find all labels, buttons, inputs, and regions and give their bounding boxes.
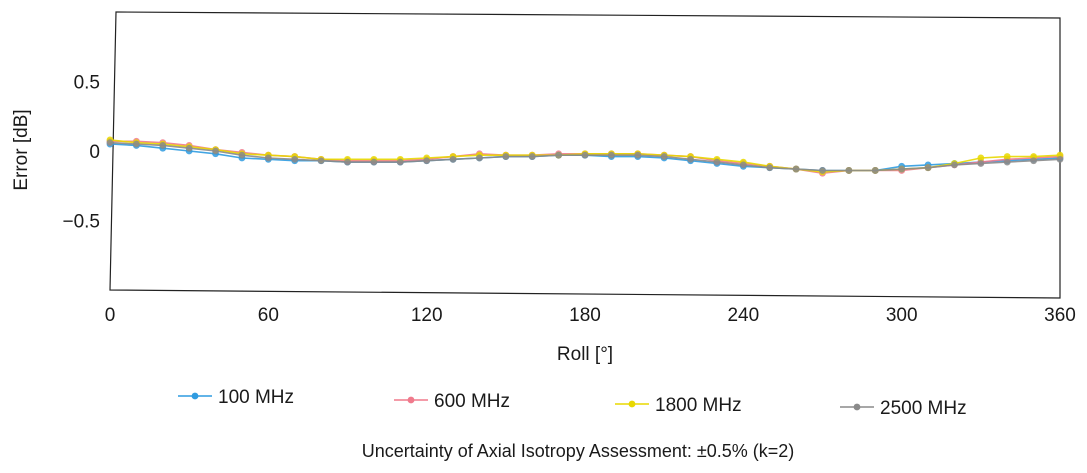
data-point [317,157,325,165]
data-point [555,151,563,159]
data-point [634,151,642,159]
data-point [1003,153,1011,160]
data-point [687,155,694,163]
legend-label: 600 MHz [434,391,510,412]
data-point [132,140,140,148]
x-axis-title: Roll [°] [557,344,613,365]
y-axis-title: Error [dB] [11,109,32,190]
data-point [1056,155,1064,163]
tick-layer: 0 60 120 180 240 300 360 0.5 0 −0.5 [62,73,1075,327]
data-point [185,144,193,152]
data-point [977,160,985,167]
x-tick-label: 360 [1044,305,1076,326]
data-point [344,158,351,166]
legend-item: 2500 MHz [840,398,967,419]
uncertainty-footnote: Uncertainty of Axial Isotropy Assessment… [362,441,795,461]
data-point [898,165,906,173]
data-point [528,153,536,160]
x-tick-label: 240 [727,305,759,326]
data-point [449,155,457,163]
data-point [739,161,747,169]
legend: 100 MHz 600 MHz 1800 MHz 2500 MHz [178,387,967,419]
data-point [106,139,114,147]
legend-label: 1800 MHz [655,395,742,416]
data-point [607,151,615,159]
data-point [924,164,932,172]
data-point [713,158,721,166]
data-point [238,151,246,159]
x-tick-label: 300 [886,305,918,326]
plot-frame [109,11,1061,299]
data-point [792,165,800,173]
legend-label: 2500 MHz [880,398,967,419]
legend-marker [407,396,415,404]
data-point [291,155,299,163]
legend-item: 600 MHz [394,391,510,412]
legend-marker [853,403,861,411]
y-tick-label: 0.5 [74,73,100,94]
legend-item: 100 MHz [178,387,294,408]
data-point [766,164,774,172]
legend-label: 100 MHz [218,387,294,408]
series-layer [106,136,1064,177]
data-point [977,154,985,162]
y-tick-label: 0 [89,142,100,163]
y-tick-label: −0.5 [62,212,100,233]
data-point [423,157,431,165]
data-point [159,142,167,149]
series-2500-mhz [106,139,1064,174]
x-tick-label: 120 [411,305,443,326]
data-point [819,167,826,174]
x-tick-label: 0 [105,305,116,326]
x-tick-label: 60 [258,305,279,326]
data-point [264,154,272,162]
data-point [871,167,879,174]
legend-marker [191,392,199,400]
data-point [502,153,510,160]
data-point [660,153,668,160]
data-point [370,158,378,166]
legend-marker [628,400,636,408]
data-point [476,154,483,162]
data-point [396,158,404,166]
data-point [212,147,219,155]
data-point [1030,157,1038,165]
legend-item: 1800 MHz [615,395,742,416]
data-point [581,151,589,159]
x-tick-label: 180 [569,305,601,326]
plot-border [109,11,1061,299]
data-point [845,167,853,174]
data-point [1003,158,1011,166]
data-point [951,161,958,169]
